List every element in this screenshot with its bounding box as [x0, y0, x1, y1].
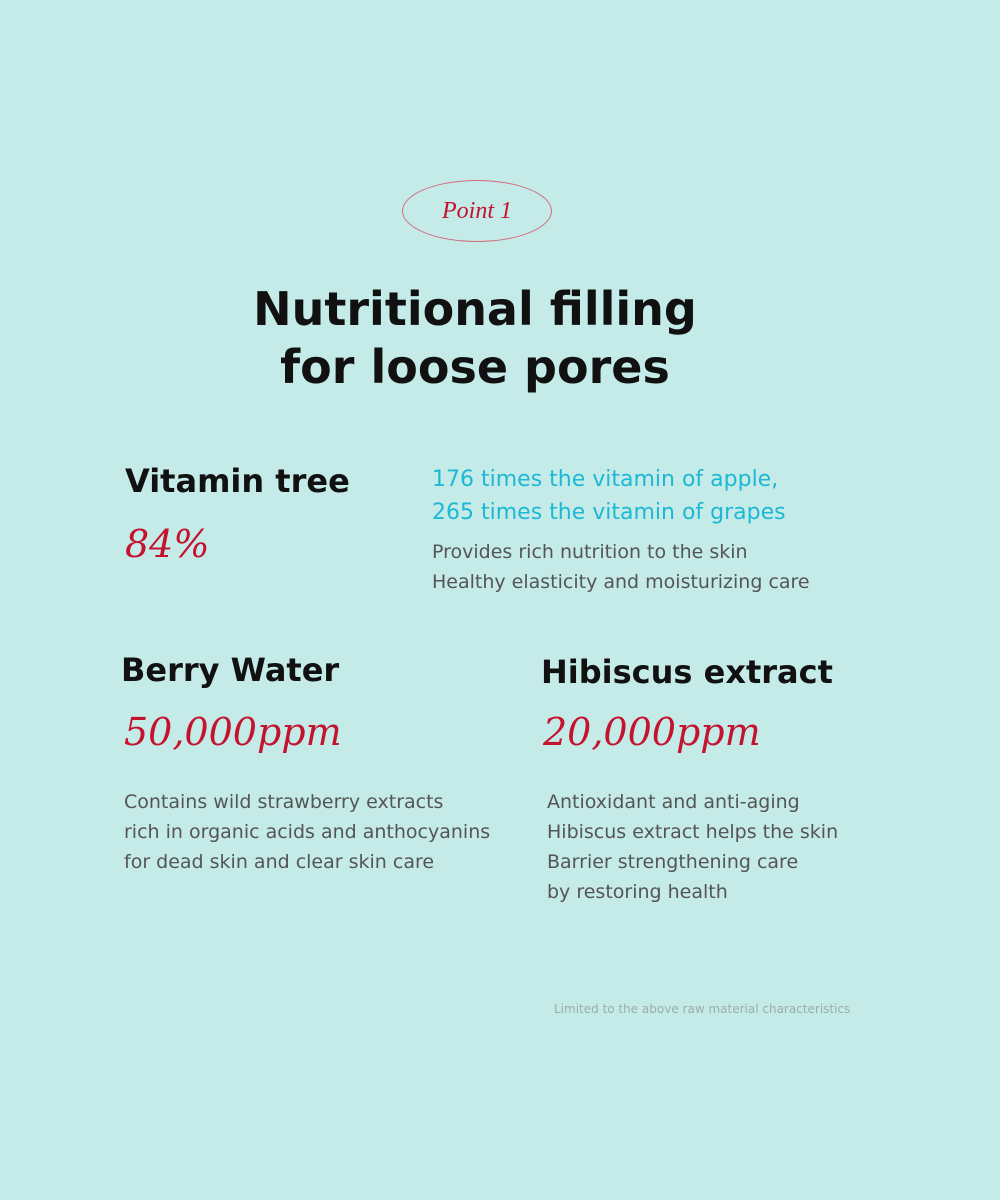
title-line: Nutritional filling: [253, 282, 697, 336]
item-name: Vitamin tree: [125, 462, 350, 500]
title-line: for loose pores: [280, 340, 670, 394]
item-amount: 50,000ppm: [124, 710, 342, 754]
description-line: rich in organic acids and anthocyanins: [124, 821, 491, 843]
description-line: Contains wild strawberry extracts: [124, 791, 444, 813]
item-name: Hibiscus extract: [541, 653, 833, 691]
description-line: by restoring health: [547, 881, 728, 903]
description-line: Barrier strengthening care: [547, 851, 799, 873]
highlight: 176 times the vitamin of apple, 265 time…: [432, 463, 786, 529]
description-line: Healthy elasticity and moisturizing care: [432, 571, 810, 593]
highlight-line: 176 times the vitamin of apple,: [432, 467, 779, 492]
description-line: Hibiscus extract helps the skin: [547, 821, 839, 843]
description: Contains wild strawberry extracts rich i…: [124, 787, 490, 877]
description: Provides rich nutrition to the skin Heal…: [432, 537, 810, 597]
footnote: Limited to the above raw material charac…: [554, 1002, 851, 1016]
item-name: Berry Water: [121, 651, 340, 689]
description-line: for dead skin and clear skin care: [124, 851, 435, 873]
badge: Point 1: [402, 180, 552, 242]
item-amount: 20,000ppm: [543, 710, 761, 754]
item-amount: 84%: [125, 522, 210, 566]
description-line: Provides rich nutrition to the skin: [432, 541, 748, 563]
description-line: Antioxidant and anti-aging: [547, 791, 800, 813]
description: Antioxidant and anti-aging Hibiscus extr…: [547, 787, 838, 907]
title: Nutritional filling for loose pores: [0, 280, 950, 396]
highlight-line: 265 times the vitamin of grapes: [432, 500, 786, 525]
